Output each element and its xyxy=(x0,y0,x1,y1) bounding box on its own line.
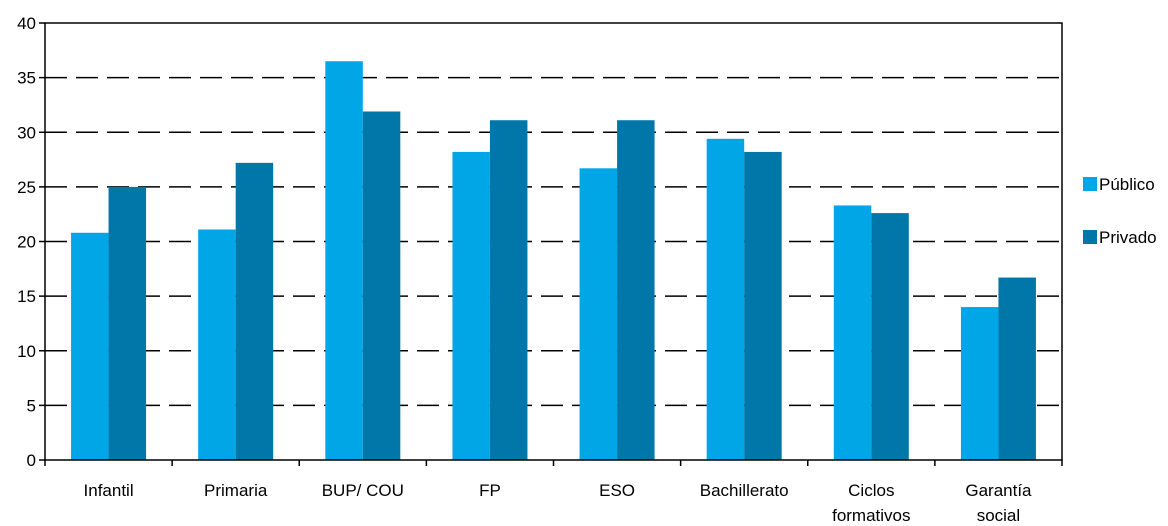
x-tick-label: Ciclos xyxy=(848,481,894,500)
bar-privado xyxy=(744,151,782,461)
x-tick-label: Infantil xyxy=(84,481,134,500)
legend-swatch-público xyxy=(1083,177,1097,191)
y-tick-label: 5 xyxy=(27,396,36,415)
x-tick-label: BUP/ COU xyxy=(322,481,404,500)
x-tick-label: social xyxy=(977,506,1020,525)
x-tick-label: Garantía xyxy=(965,481,1032,500)
gridlines xyxy=(45,76,1062,407)
bar-público xyxy=(579,168,618,461)
y-tick-label: 30 xyxy=(17,123,36,142)
x-tick-label: FP xyxy=(479,481,501,500)
x-axis: Infantil Primaria BUP/ COU FP ESO Bachillerat… xyxy=(44,460,1063,525)
bar-privado xyxy=(489,120,528,461)
x-tick-label: Primaria xyxy=(204,481,268,500)
legend-label-privado: Privado xyxy=(1099,228,1157,247)
y-tick-label: 35 xyxy=(17,69,36,88)
y-tick-label: 10 xyxy=(17,342,36,361)
bars xyxy=(71,61,1036,461)
bar-público xyxy=(198,229,236,460)
y-tick-label: 20 xyxy=(17,233,36,252)
bar-público xyxy=(706,138,745,460)
bar-privado xyxy=(617,120,655,461)
y-tick-label: 25 xyxy=(17,178,36,197)
y-axis: 0 5 10 15 20 25 30 35 40 xyxy=(17,14,45,470)
legend: Público Privado xyxy=(1083,175,1157,247)
bar-público xyxy=(833,205,872,460)
x-tick-label: Bachillerato xyxy=(700,481,789,500)
bar-privado xyxy=(362,111,401,461)
y-tick-label: 40 xyxy=(17,14,36,33)
x-tick-label: formativos xyxy=(832,506,910,525)
legend-label-público: Público xyxy=(1099,175,1155,194)
bar-privado xyxy=(871,213,909,460)
legend-swatch-privado xyxy=(1083,230,1097,244)
bar-público xyxy=(71,232,109,460)
bar-privado xyxy=(108,186,147,460)
bar-público xyxy=(325,61,363,461)
x-tick-label: ESO xyxy=(599,481,635,500)
bar-público xyxy=(452,151,490,461)
bar-privado xyxy=(998,277,1036,460)
y-tick-label: 15 xyxy=(17,287,36,306)
bar-público xyxy=(960,307,999,460)
y-tick-label: 0 xyxy=(27,451,36,470)
bar-privado xyxy=(235,162,274,460)
